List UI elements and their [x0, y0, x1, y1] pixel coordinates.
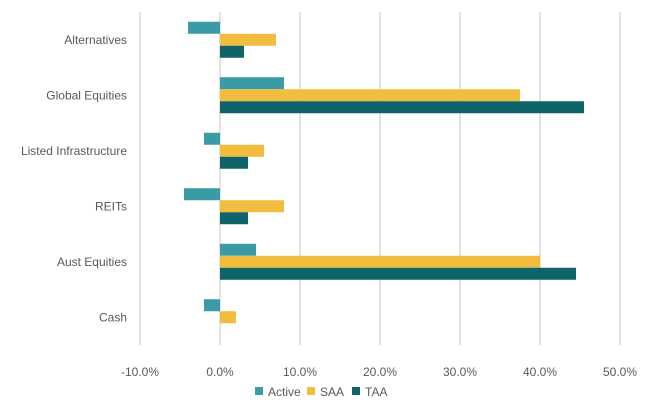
bar-saa-aust-equities [220, 255, 540, 268]
bar-active-cash [204, 299, 220, 312]
gridlines [139, 12, 621, 345]
bar-taa-reits [220, 212, 248, 225]
category-label: Alternatives [64, 33, 127, 47]
bar-saa-global-equities [220, 89, 520, 102]
bar-taa-global-equities [220, 101, 584, 114]
category-labels: Alternatives Global Equities Listed Infras… [21, 33, 127, 325]
legend-swatch-taa [352, 387, 360, 395]
x-tick-label: -10.0% [121, 365, 159, 379]
bar-active-listed-infrastructure [204, 132, 220, 145]
x-tick-label: 0.0% [206, 365, 234, 379]
category-label: REITs [95, 199, 127, 213]
legend-swatch-active [255, 387, 263, 395]
bar-active-aust-equities [220, 243, 256, 256]
category-label: Aust Equities [57, 255, 127, 269]
legend-swatch-saa [307, 387, 315, 395]
bars [184, 21, 584, 324]
bar-active-global-equities [220, 77, 284, 90]
category-label: Cash [99, 310, 127, 324]
x-tick-label: 40.0% [523, 365, 557, 379]
bar-taa-listed-infrastructure [220, 156, 248, 169]
bar-saa-alternatives [220, 33, 276, 46]
bar-active-alternatives [188, 21, 220, 34]
bar-taa-aust-equities [220, 267, 576, 280]
bar-taa-alternatives [220, 45, 244, 58]
x-tick-label: 30.0% [443, 365, 477, 379]
legend-label-active: Active [268, 385, 301, 399]
legend-label-saa: SAA [320, 385, 344, 399]
legend-label-taa: TAA [365, 385, 387, 399]
bar-saa-listed-infrastructure [220, 144, 264, 157]
x-tick-label: 20.0% [363, 365, 397, 379]
category-label: Listed Infrastructure [21, 144, 127, 158]
x-tick-label: 10.0% [283, 365, 317, 379]
legend: Active SAA TAA [255, 385, 387, 399]
category-label: Global Equities [46, 88, 127, 102]
bar-saa-cash [220, 311, 236, 324]
bar-active-reits [184, 188, 220, 201]
x-axis-tick-labels: -10.0% 0.0% 10.0% 20.0% 30.0% 40.0% 50.0% [121, 365, 637, 379]
x-tick-label: 50.0% [603, 365, 637, 379]
bar-saa-reits [220, 200, 284, 213]
